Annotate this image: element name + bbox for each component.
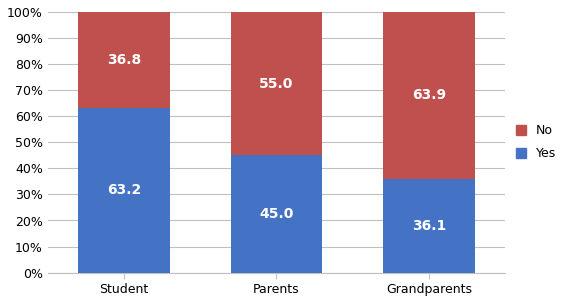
Text: 45.0: 45.0: [259, 207, 294, 221]
Bar: [383, 178, 475, 273]
Text: 55.0: 55.0: [259, 77, 294, 91]
Text: 63.2: 63.2: [107, 183, 141, 197]
Text: 36.1: 36.1: [412, 218, 446, 233]
Bar: [78, 108, 169, 273]
Legend: No, Yes: No, Yes: [516, 124, 556, 160]
Bar: [383, 12, 475, 178]
Text: 36.8: 36.8: [107, 53, 141, 67]
Bar: [231, 155, 322, 273]
Text: 63.9: 63.9: [412, 88, 446, 102]
Bar: [231, 12, 322, 155]
Bar: [78, 12, 169, 108]
